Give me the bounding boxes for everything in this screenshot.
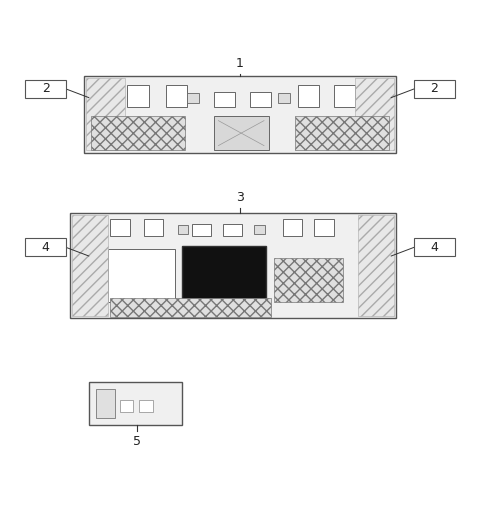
Text: 5: 5 xyxy=(133,435,141,448)
Bar xyxy=(278,93,290,103)
Bar xyxy=(144,219,163,236)
Bar xyxy=(108,249,175,302)
Bar xyxy=(89,382,182,425)
Bar xyxy=(96,389,115,418)
Bar xyxy=(295,116,389,151)
Bar xyxy=(86,78,125,151)
Bar xyxy=(84,76,396,153)
Bar xyxy=(91,116,185,151)
Bar xyxy=(178,225,188,234)
Bar xyxy=(139,399,153,412)
Bar xyxy=(250,92,271,106)
Text: 4: 4 xyxy=(42,241,49,254)
Bar xyxy=(223,224,242,236)
Bar xyxy=(358,215,394,316)
Bar xyxy=(110,298,271,317)
Bar xyxy=(110,219,130,236)
Bar xyxy=(334,85,355,106)
Bar xyxy=(166,85,187,106)
Bar xyxy=(25,80,66,98)
Bar xyxy=(355,78,394,151)
Bar xyxy=(414,238,455,257)
Bar xyxy=(70,213,396,318)
Bar xyxy=(283,219,302,236)
Bar xyxy=(72,215,108,316)
Bar xyxy=(25,238,66,257)
Bar xyxy=(120,399,133,412)
Text: 2: 2 xyxy=(42,82,49,95)
Bar xyxy=(127,85,149,106)
Bar xyxy=(314,219,334,236)
Bar xyxy=(187,93,199,103)
Text: 3: 3 xyxy=(236,191,244,204)
Bar xyxy=(414,80,455,98)
Bar xyxy=(214,116,269,151)
Bar xyxy=(182,246,266,309)
Text: 2: 2 xyxy=(431,82,438,95)
Bar xyxy=(298,85,319,106)
Bar xyxy=(192,224,211,236)
Bar xyxy=(254,225,265,234)
Bar xyxy=(214,92,235,106)
Text: 4: 4 xyxy=(431,241,438,254)
Text: 1: 1 xyxy=(236,57,244,70)
Bar xyxy=(274,259,343,302)
